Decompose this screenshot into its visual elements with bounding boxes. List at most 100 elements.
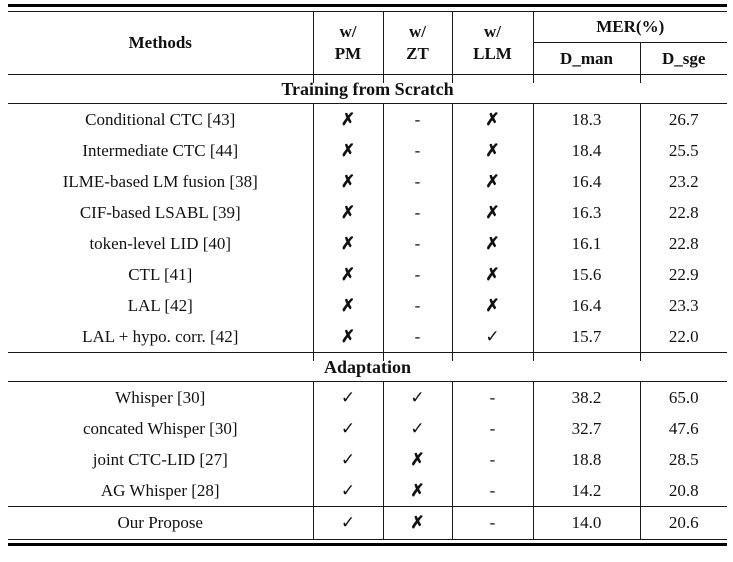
dsge-cell: 23.2 bbox=[668, 171, 699, 191]
zt-cell: ✗ bbox=[383, 444, 453, 475]
dman-cell: 32.7 bbox=[533, 413, 641, 444]
llm-cell: - bbox=[452, 475, 534, 507]
llm-cell: ✓ bbox=[452, 321, 534, 353]
llm-cell: - bbox=[452, 413, 534, 444]
zt-cell: - bbox=[383, 259, 453, 290]
dsge-cell: 25.5 bbox=[668, 140, 699, 160]
dman-cell: 16.4 bbox=[533, 166, 641, 197]
table-row: token-level LID [40] ✗ - ✗ 16.1 22.8 bbox=[8, 228, 727, 259]
table-row: LAL + hypo. corr. [42] ✗ - ✓ 15.7 22.0 bbox=[8, 321, 727, 353]
col-header-pm-line1: w/ bbox=[339, 22, 357, 41]
table-row: CTL [41] ✗ - ✗ 15.6 22.9 bbox=[8, 259, 727, 290]
table-row: ILME-based LM fusion [38] ✗ - ✗ 16.4 23.… bbox=[8, 166, 727, 197]
method-cell: token-level LID [40] bbox=[8, 228, 314, 259]
zt-cell: ✗ bbox=[383, 506, 453, 540]
col-header-zt-line2: ZT bbox=[406, 44, 429, 63]
dman-cell: 15.6 bbox=[533, 259, 641, 290]
pm-cell: ✓ bbox=[313, 444, 384, 475]
pm-cell: ✓ bbox=[313, 381, 384, 413]
pm-cell: ✗ bbox=[313, 290, 384, 321]
zt-cell: - bbox=[383, 135, 453, 166]
pm-cell: ✗ bbox=[313, 197, 384, 228]
pm-cell: ✓ bbox=[313, 475, 384, 507]
dsge-cell: 22.0 bbox=[668, 326, 699, 346]
col-header-pm-line2: PM bbox=[334, 44, 362, 63]
zt-cell: ✓ bbox=[383, 381, 453, 413]
results-table: Methods w/ PM w/ ZT w/ LLM MER(%) D_man … bbox=[8, 11, 728, 540]
pm-cell: ✗ bbox=[313, 103, 384, 135]
dman-cell: 16.1 bbox=[533, 228, 641, 259]
llm-cell: ✗ bbox=[452, 135, 534, 166]
method-cell: ILME-based LM fusion [38] bbox=[8, 166, 314, 197]
dsge-cell: 20.8 bbox=[668, 480, 699, 500]
col-header-llm-line1: w/ bbox=[484, 22, 501, 41]
dman-cell: 18.4 bbox=[533, 135, 641, 166]
table-row: concated Whisper [30] ✓ ✓ - 32.7 47.6 bbox=[8, 413, 727, 444]
method-cell: CTL [41] bbox=[8, 259, 314, 290]
llm-cell: - bbox=[452, 444, 534, 475]
dsge-cell: 20.6 bbox=[640, 506, 728, 540]
zt-cell: - bbox=[383, 103, 453, 135]
pm-cell: ✗ bbox=[313, 135, 384, 166]
table-header: Methods w/ PM w/ ZT w/ LLM MER(%) D_man … bbox=[8, 11, 728, 75]
table-row-our-propose: Our Propose ✓ ✗ - 14.0 20.6 bbox=[8, 506, 728, 540]
section-title: Adaptation bbox=[8, 352, 728, 382]
llm-cell: - bbox=[452, 381, 534, 413]
pm-cell: ✓ bbox=[313, 506, 384, 540]
pm-cell: ✗ bbox=[313, 166, 384, 197]
col-header-mer: MER(%) bbox=[533, 11, 728, 43]
pm-cell: ✗ bbox=[313, 259, 384, 290]
llm-cell: - bbox=[452, 506, 534, 540]
col-header-zt: w/ ZT bbox=[383, 11, 453, 75]
llm-cell: ✗ bbox=[452, 103, 534, 135]
dman-cell: 16.4 bbox=[533, 290, 641, 321]
table-row: AG Whisper [28] ✓ ✗ - 14.2 20.8 bbox=[8, 475, 727, 507]
pm-cell: ✗ bbox=[313, 321, 384, 353]
col-header-dsge: D_sge bbox=[662, 48, 706, 68]
col-header-pm: w/ PM bbox=[313, 11, 384, 75]
dman-cell: 14.2 bbox=[533, 475, 641, 507]
col-header-llm: w/ LLM bbox=[452, 11, 534, 75]
section-header-training: Training from Scratch bbox=[8, 74, 728, 104]
method-cell: LAL [42] bbox=[8, 290, 314, 321]
table-row: CIF-based LSABL [39] ✗ - ✗ 16.3 22.8 bbox=[8, 197, 727, 228]
zt-cell: - bbox=[383, 321, 453, 353]
llm-cell: ✗ bbox=[452, 259, 534, 290]
dsge-cell: 47.6 bbox=[668, 418, 699, 438]
table-row: joint CTC-LID [27] ✓ ✗ - 18.8 28.5 bbox=[8, 444, 727, 475]
method-cell: Whisper [30] bbox=[8, 381, 314, 413]
dman-cell: 18.8 bbox=[533, 444, 641, 475]
dsge-cell: 22.8 bbox=[668, 233, 699, 253]
table-row: Conditional CTC [43] ✗ - ✗ 18.3 26.7 bbox=[8, 103, 727, 135]
llm-cell: ✗ bbox=[452, 166, 534, 197]
zt-cell: ✗ bbox=[383, 475, 453, 507]
zt-cell: - bbox=[383, 290, 453, 321]
col-header-llm-line2: LLM bbox=[473, 44, 512, 63]
table-row: Intermediate CTC [44] ✗ - ✗ 18.4 25.5 bbox=[8, 135, 727, 166]
method-cell: joint CTC-LID [27] bbox=[8, 444, 314, 475]
header-row-1: Methods w/ PM w/ ZT w/ LLM MER(%) bbox=[8, 11, 728, 75]
results-table-container: Methods w/ PM w/ ZT w/ LLM MER(%) D_man … bbox=[8, 4, 728, 546]
llm-cell: ✗ bbox=[452, 290, 534, 321]
section-header-adaptation: Adaptation bbox=[8, 352, 728, 382]
col-header-zt-line1: w/ bbox=[409, 22, 426, 41]
top-thick-rule bbox=[8, 4, 727, 7]
header-row-2: D_man D_sge bbox=[8, 42, 727, 75]
dsge-cell: 23.3 bbox=[668, 295, 699, 315]
dsge-cell: 22.9 bbox=[668, 264, 699, 284]
method-cell: Conditional CTC [43] bbox=[8, 103, 314, 135]
method-cell: concated Whisper [30] bbox=[8, 413, 314, 444]
method-cell: Intermediate CTC [44] bbox=[8, 135, 314, 166]
bottom-thick-rule bbox=[8, 543, 727, 546]
dman-cell: 38.2 bbox=[533, 381, 641, 413]
col-header-methods: Methods bbox=[8, 11, 314, 75]
zt-cell: - bbox=[383, 228, 453, 259]
dman-cell: 15.7 bbox=[533, 321, 641, 353]
method-cell: AG Whisper [28] bbox=[8, 475, 314, 507]
dsge-cell: 65.0 bbox=[668, 387, 699, 407]
zt-cell: - bbox=[383, 197, 453, 228]
col-header-dman: D_man bbox=[533, 42, 641, 75]
llm-cell: ✗ bbox=[452, 197, 534, 228]
method-cell: CIF-based LSABL [39] bbox=[8, 197, 314, 228]
dsge-cell: 28.5 bbox=[668, 449, 699, 469]
